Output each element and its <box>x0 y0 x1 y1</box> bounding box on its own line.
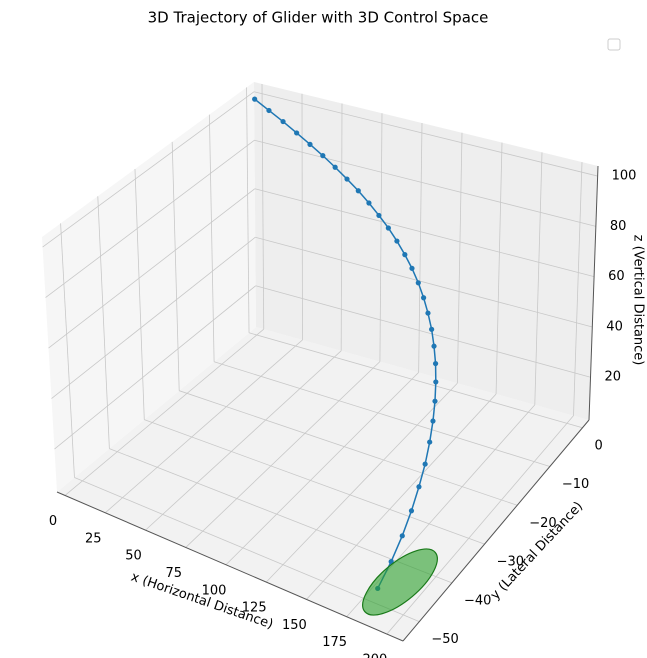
grid-line <box>48 188 256 349</box>
grid-line <box>64 328 265 496</box>
grid-line <box>225 372 419 566</box>
grid-line <box>386 415 574 635</box>
panes <box>42 82 598 641</box>
grid-line <box>265 382 458 583</box>
grid-line <box>306 393 497 600</box>
trajectory-point <box>420 295 427 301</box>
grid-line <box>213 361 550 467</box>
grid-line <box>144 419 485 545</box>
trajectory-point <box>415 280 421 286</box>
z-tick-label: 60 <box>608 269 625 284</box>
marks <box>252 96 439 592</box>
trajectory-point <box>430 418 436 424</box>
trajectory-point <box>433 379 439 385</box>
trajectory-point <box>409 265 415 271</box>
grid-line <box>185 361 381 548</box>
x-tick-label: 175 <box>322 635 347 650</box>
grid-line <box>145 350 342 531</box>
trajectory-point <box>408 508 415 514</box>
trajectory-point <box>320 153 326 159</box>
trajectory-point <box>399 533 405 539</box>
grid <box>42 83 599 642</box>
y-tick-label: −50 <box>431 632 458 647</box>
z-tick-label: 100 <box>612 169 637 184</box>
grid-line <box>254 139 596 227</box>
left-pane <box>42 82 256 492</box>
trajectory-point <box>429 326 435 332</box>
grid-line <box>254 188 595 278</box>
trajectory-point <box>422 461 428 467</box>
x-axis-line <box>56 491 404 642</box>
trajectory-point <box>432 398 438 404</box>
trajectory-point <box>425 310 431 316</box>
grid-line <box>105 339 303 514</box>
trajectory-point <box>427 439 433 445</box>
trajectory-point <box>394 238 400 244</box>
grid-line <box>74 477 420 622</box>
grid-line <box>573 162 583 416</box>
control-space <box>362 548 438 616</box>
grid-line <box>456 132 463 384</box>
grid-line <box>534 152 543 405</box>
grid-line <box>179 390 518 506</box>
trajectory-point <box>416 484 422 490</box>
x-tick-label: 200 <box>362 653 387 658</box>
trajectory-point <box>388 559 394 565</box>
trajectory-point <box>431 343 437 349</box>
grid-line <box>255 285 591 378</box>
z-axis-line <box>588 165 599 421</box>
x-tick-label: 25 <box>85 531 102 546</box>
z-tick-label: 40 <box>606 319 623 334</box>
trajectory-point <box>355 188 361 194</box>
trajectory-point <box>344 176 350 182</box>
trajectory-point <box>266 107 272 114</box>
y-tick-label: −20 <box>529 516 556 531</box>
z-axis-label: z (Vertical Distance) <box>631 235 646 366</box>
trajectory-point <box>432 360 439 367</box>
trajectory-point <box>294 130 300 136</box>
z-tick-label: 20 <box>605 370 622 385</box>
grid-line <box>45 139 255 298</box>
trajectory-point <box>332 164 338 170</box>
x-tick-label: 150 <box>282 618 307 633</box>
y-axis-line <box>402 419 590 642</box>
legend <box>607 38 621 51</box>
trajectory-point <box>252 96 258 102</box>
grid-line <box>54 285 256 450</box>
trajectory-point <box>402 252 408 258</box>
chart-title: 3D Trajectory of Glider with 3D Control … <box>148 9 489 27</box>
grid-line <box>51 236 256 399</box>
y-tick-label: −40 <box>464 593 491 608</box>
y-tick-label: −30 <box>497 555 524 570</box>
grid-line <box>42 91 255 248</box>
grid-line <box>495 142 503 395</box>
grid-line <box>255 236 593 328</box>
grid-line <box>109 448 453 584</box>
grid-line <box>253 91 598 177</box>
x-tick-label: 125 <box>242 601 267 616</box>
x-tick-label: 75 <box>165 566 182 581</box>
x-tick-label: 0 <box>49 514 57 529</box>
floor-pane <box>57 327 589 641</box>
z-tick-label: 80 <box>610 219 627 234</box>
back-pane <box>254 82 598 420</box>
trajectory-point <box>307 141 313 147</box>
trajectory-point <box>376 212 382 219</box>
grid-line <box>248 332 583 429</box>
trajectory-point <box>385 225 391 231</box>
trajectory-point <box>366 200 372 206</box>
x-tick-label: 50 <box>125 549 142 564</box>
y-tick-label: 0 <box>594 438 602 453</box>
y-tick-label: −10 <box>562 477 589 492</box>
trajectory-point <box>280 118 286 125</box>
x-tick-label: 100 <box>202 583 227 598</box>
